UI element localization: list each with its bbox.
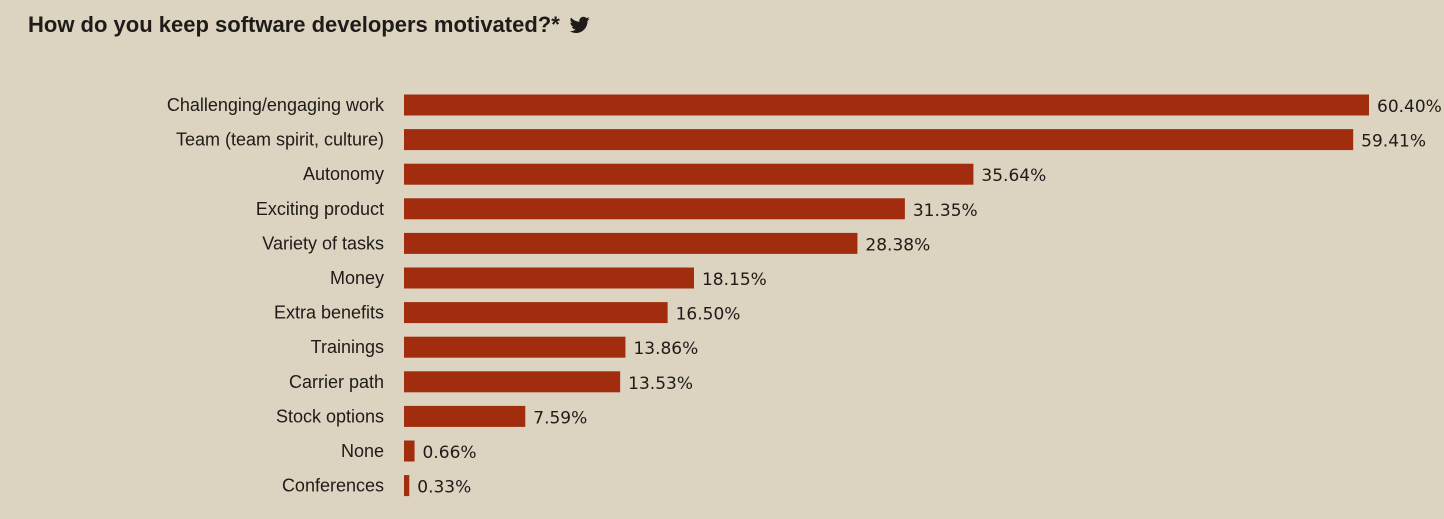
- bar: [404, 336, 626, 358]
- value-label: 16.50%: [676, 305, 741, 325]
- category-label: Exciting product: [256, 199, 384, 219]
- bar: [404, 198, 905, 220]
- value-label: 60.40%: [1377, 97, 1442, 117]
- category-label: Money: [330, 268, 384, 288]
- category-label: None: [341, 441, 384, 461]
- bar: [404, 232, 858, 254]
- category-label: Trainings: [311, 337, 384, 357]
- category-label: Autonomy: [303, 164, 384, 184]
- category-label: Variety of tasks: [262, 233, 384, 253]
- bar: [404, 94, 1369, 116]
- category-label: Extra benefits: [274, 303, 384, 323]
- bar: [404, 405, 526, 427]
- bar: [404, 267, 694, 289]
- value-label: 0.33%: [417, 478, 471, 498]
- value-label: 35.64%: [981, 166, 1046, 186]
- bar: [404, 163, 974, 185]
- bar: [404, 475, 410, 497]
- bar: [404, 129, 1354, 151]
- bar: [404, 440, 415, 462]
- bar: [404, 371, 621, 393]
- title-row: How do you keep software developers moti…: [28, 12, 590, 38]
- value-label: 18.15%: [702, 270, 767, 290]
- value-label: 7.59%: [533, 408, 587, 428]
- value-label: 13.53%: [628, 374, 693, 394]
- value-label: 28.38%: [865, 235, 930, 255]
- value-label: 13.86%: [633, 339, 698, 359]
- category-label: Carrier path: [289, 372, 384, 392]
- value-label: 59.41%: [1361, 132, 1426, 152]
- category-label: Conferences: [282, 476, 384, 496]
- category-label: Challenging/engaging work: [167, 95, 385, 115]
- value-label: 31.35%: [913, 201, 978, 221]
- value-label: 0.66%: [423, 443, 477, 463]
- chart-title: How do you keep software developers moti…: [28, 12, 560, 37]
- twitter-icon[interactable]: [569, 16, 590, 34]
- category-label: Stock options: [276, 406, 384, 426]
- category-label: Team (team spirit, culture): [176, 130, 384, 150]
- bar: [404, 302, 668, 324]
